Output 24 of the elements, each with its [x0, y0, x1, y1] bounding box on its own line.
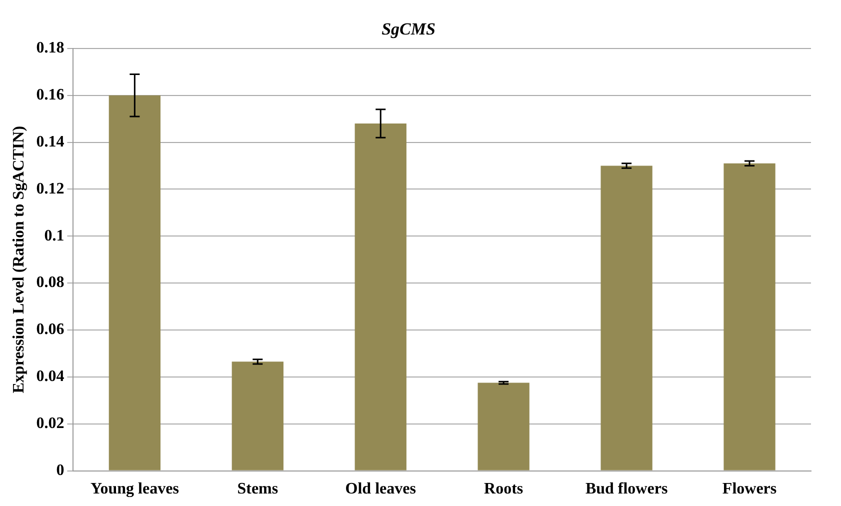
y-axis-title: Expression Level (Ration to SgACTIN): [10, 126, 28, 394]
bar: [232, 362, 284, 470]
x-tick-label: Old leaves: [345, 480, 416, 498]
x-tick-label: Stems: [237, 480, 278, 498]
x-tick-label: Roots: [484, 480, 524, 498]
x-tick-label: Flowers: [722, 480, 777, 498]
bar: [724, 163, 776, 470]
bar: [108, 95, 161, 470]
bar: [600, 166, 652, 470]
y-tick-label: 0.06: [36, 321, 64, 338]
y-tick-label: 0.18: [36, 40, 64, 57]
y-tick-label: 0.02: [36, 415, 64, 432]
y-tick-label: 0.14: [36, 133, 64, 150]
y-tick-label: 0: [56, 462, 64, 479]
y-tick-label: 0.08: [36, 274, 64, 292]
y-tick-label: 0.16: [36, 86, 64, 104]
bar: [478, 382, 530, 470]
x-tick-label: Young leaves: [90, 480, 179, 498]
bar: [354, 123, 406, 470]
y-tick-label: 0.12: [36, 180, 64, 198]
x-tick-label: Bud flowers: [585, 480, 668, 498]
y-tick-label: 0.04: [36, 368, 64, 386]
y-tick-label: 0.1: [44, 227, 64, 244]
chart-title: SgCMS: [382, 20, 436, 39]
